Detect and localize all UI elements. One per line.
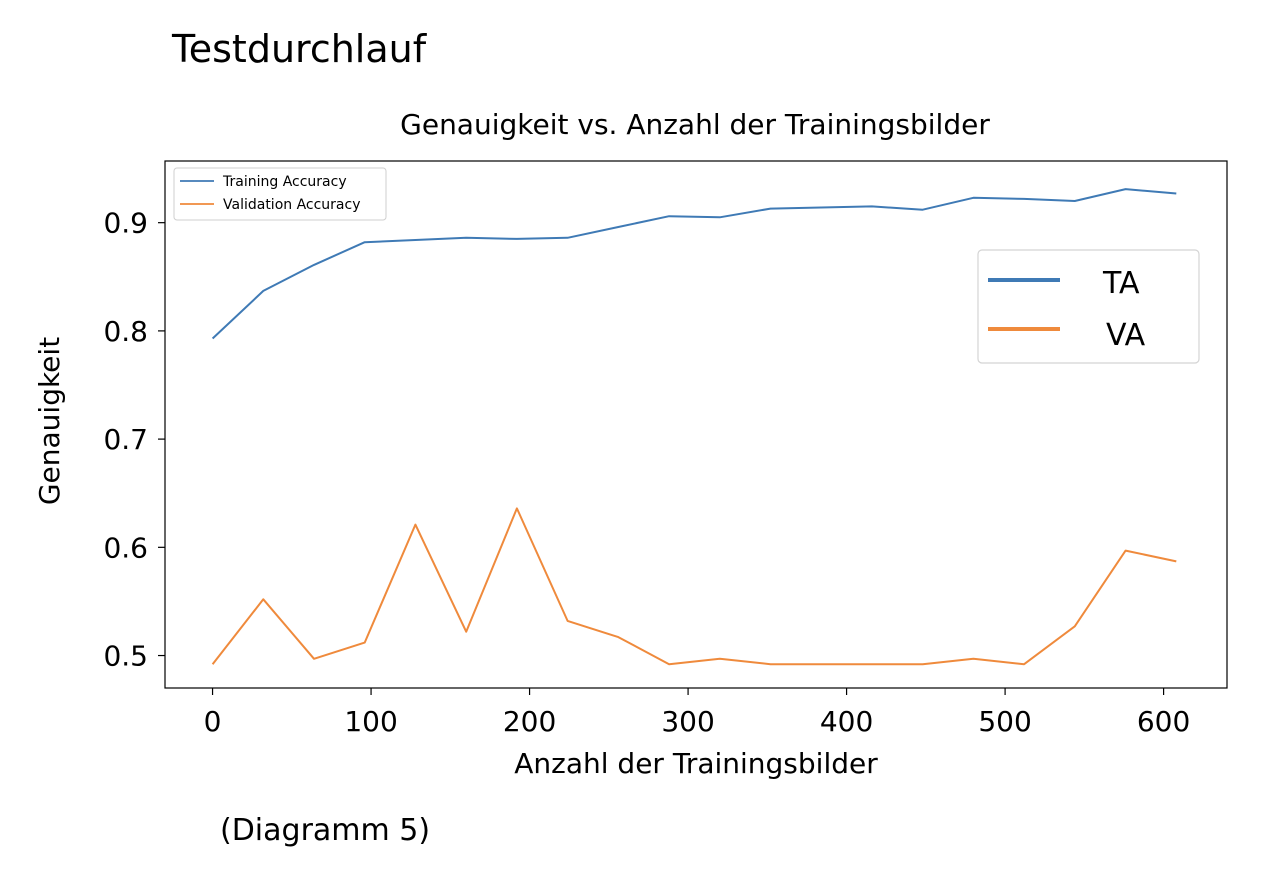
y-tick-label: 0.6 bbox=[103, 531, 148, 564]
legend-small-label-training: Training Accuracy bbox=[222, 174, 347, 190]
training-accuracy-line bbox=[211, 188, 1177, 340]
legend-big-frame bbox=[977, 249, 1200, 364]
x-tick-label: 400 bbox=[820, 705, 873, 738]
series-lines bbox=[211, 188, 1177, 666]
legend-big-label-ta: TA bbox=[1102, 266, 1140, 301]
y-tick-label: 0.9 bbox=[103, 207, 148, 240]
legend-big-label-va: VA bbox=[1106, 318, 1146, 353]
figure-caption: (Diagramm 5) bbox=[220, 813, 431, 848]
x-tick-label: 300 bbox=[661, 705, 714, 738]
legend-small-label-validation: Validation Accuracy bbox=[223, 197, 361, 213]
x-tick-label: 0 bbox=[204, 705, 222, 738]
x-tick-label: 600 bbox=[1137, 705, 1190, 738]
legend-small-frame bbox=[173, 167, 387, 221]
y-axis-ticks: 0.5 0.6 0.7 0.8 0.9 bbox=[103, 207, 165, 673]
y-tick-label: 0.7 bbox=[103, 423, 148, 456]
x-axis-ticks: 0 100 200 300 400 500 600 bbox=[204, 688, 1190, 738]
x-tick-label: 200 bbox=[503, 705, 556, 738]
x-tick-label: 100 bbox=[344, 705, 397, 738]
y-tick-label: 0.5 bbox=[103, 640, 148, 673]
x-tick-label: 500 bbox=[978, 705, 1031, 738]
validation-accuracy-line bbox=[211, 507, 1177, 666]
legend-small: Training Accuracy Validation Accuracy bbox=[173, 167, 387, 221]
page-heading: Testdurchlauf bbox=[172, 27, 427, 71]
y-axis-label: Genauigkeit bbox=[33, 337, 66, 505]
legend-big: TA VA bbox=[977, 249, 1200, 364]
x-axis-label: Anzahl der Trainingsbilder bbox=[514, 747, 878, 780]
plot-frame bbox=[164, 160, 1228, 689]
y-tick-label: 0.8 bbox=[103, 315, 148, 348]
chart-title: Genauigkeit vs. Anzahl der Trainingsbild… bbox=[400, 108, 990, 141]
